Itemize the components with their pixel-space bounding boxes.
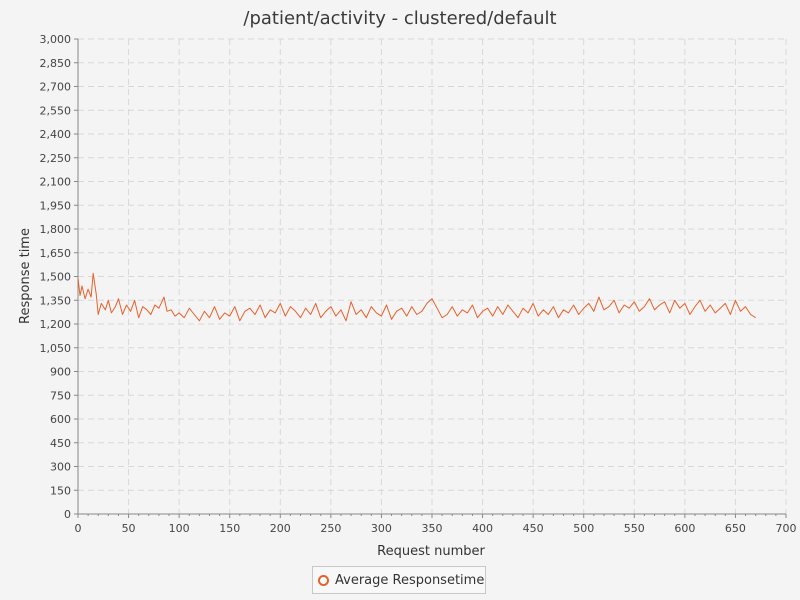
y-tick-label: 450 xyxy=(50,437,71,450)
x-tick-label: 250 xyxy=(320,522,341,535)
x-tick-label: 350 xyxy=(422,522,443,535)
x-tick-label: 150 xyxy=(219,522,240,535)
series-group xyxy=(77,272,756,322)
x-tick-label: 650 xyxy=(725,522,746,535)
y-tick-label: 3,000 xyxy=(40,33,72,46)
legend-label: Average Responsetime xyxy=(335,572,485,588)
grid xyxy=(77,38,787,515)
x-tick-label: 600 xyxy=(674,522,695,535)
y-tick-label: 1,500 xyxy=(40,271,72,284)
y-tick-label: 1,350 xyxy=(40,294,72,307)
legend-marker-circle-icon xyxy=(318,574,329,586)
y-tick-label: 2,100 xyxy=(40,176,72,189)
y-tick-label: 1,200 xyxy=(40,318,72,331)
y-tick-label: 300 xyxy=(50,461,71,474)
x-tick-label: 50 xyxy=(122,522,136,535)
y-tick-label: 1,950 xyxy=(40,199,72,212)
y-tick-label: 0 xyxy=(64,508,71,521)
x-tick-label: 500 xyxy=(573,522,594,535)
legend: Average Responsetime xyxy=(312,566,486,594)
x-tick-label: 700 xyxy=(776,522,797,535)
x-tick-labels: 0 50 100 150 200 250 300 350 400 450 500 550 600 650 7… xyxy=(75,522,797,535)
y-tick-label: 150 xyxy=(50,484,71,497)
x-tick-label: 400 xyxy=(472,522,493,535)
chart-title: /patient/activity - clustered/default xyxy=(243,8,556,29)
y-tick-label: 1,050 xyxy=(40,342,72,355)
y-tick-label: 2,700 xyxy=(40,81,72,94)
x-tick-label: 550 xyxy=(624,522,645,535)
x-tick-label: 300 xyxy=(371,522,392,535)
series-line-average-responsetime xyxy=(77,272,756,322)
axes xyxy=(74,38,787,518)
y-tick-label: 900 xyxy=(50,366,71,379)
y-axis-label: Response time xyxy=(18,228,33,324)
y-tick-label: 2,250 xyxy=(40,152,72,165)
y-tick-labels: 0 150 300 450 600 750 900 1,050 1,200 1,350 1,500 1… xyxy=(40,33,72,521)
x-tick-label: 200 xyxy=(270,522,291,535)
y-tick-label: 2,550 xyxy=(40,104,72,117)
y-tick-label: 1,800 xyxy=(40,223,72,236)
x-axis-label: Request number xyxy=(377,544,485,559)
y-tick-label: 2,850 xyxy=(40,57,72,70)
y-tick-label: 600 xyxy=(50,413,71,426)
x-tick-label: 0 xyxy=(75,522,82,535)
y-tick-label: 2,400 xyxy=(40,128,72,141)
x-tick-label: 100 xyxy=(169,522,190,535)
y-tick-label: 750 xyxy=(50,389,71,402)
x-tick-label: 450 xyxy=(523,522,544,535)
y-tick-label: 1,650 xyxy=(40,247,72,260)
